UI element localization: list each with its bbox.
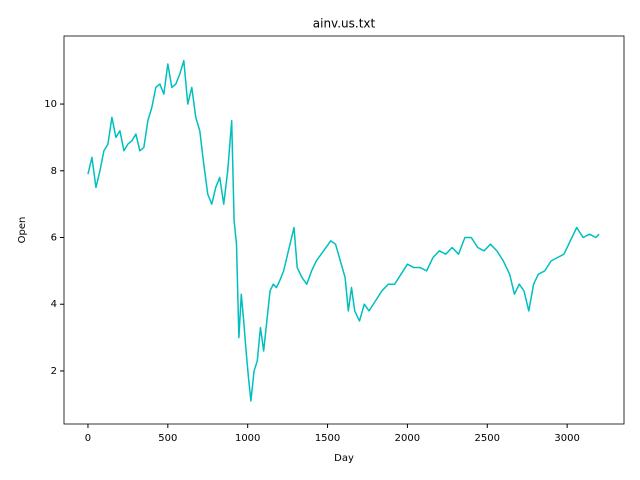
- plot-frame: [63, 35, 625, 425]
- x-tick-label: 2000: [395, 433, 420, 444]
- x-axis-label: Day: [334, 453, 354, 464]
- x-tick-label: 1000: [235, 433, 260, 444]
- x-tick-label: 3000: [554, 433, 579, 444]
- y-tick-label: 6: [51, 233, 57, 244]
- x-tick-label: 1500: [315, 433, 340, 444]
- x-tick-label: 500: [158, 433, 177, 444]
- y-tick-label: 2: [51, 366, 57, 377]
- y-axis-label: Open: [17, 217, 28, 244]
- y-tick-label: 4: [51, 299, 57, 310]
- x-tick-label: 2500: [475, 433, 500, 444]
- y-tick-label: 8: [51, 166, 57, 177]
- y-tick-label: 10: [44, 99, 57, 110]
- data-line: [87, 59, 600, 402]
- chart-title: ainv.us.txt: [313, 17, 376, 31]
- x-tick-label: 0: [85, 433, 91, 444]
